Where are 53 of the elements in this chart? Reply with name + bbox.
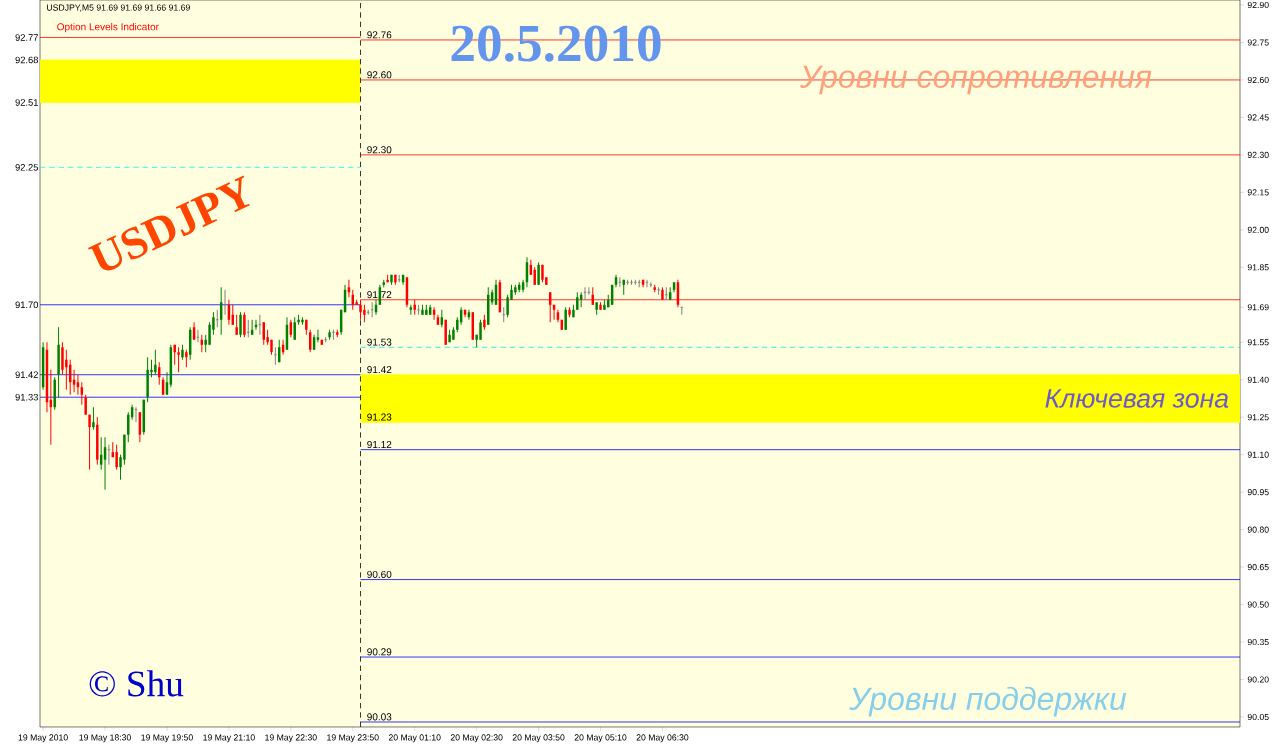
y-tick-label: 90.65 bbox=[1247, 564, 1269, 571]
y-tick-label: 91.69 bbox=[1247, 304, 1269, 311]
ref-line-label: 90.60 bbox=[367, 570, 392, 578]
x-tick-label: 19 May 22:30 bbox=[265, 734, 317, 743]
x-tick-label: 20 May 03:50 bbox=[512, 734, 565, 743]
ref-line-label: 91.42 bbox=[15, 371, 38, 379]
x-tick-label: 20 May 06:30 bbox=[636, 734, 689, 743]
y-tick-label: 90.80 bbox=[1247, 526, 1269, 533]
y-tick-label: 90.20 bbox=[1247, 676, 1269, 683]
y-tick-label: 92.75 bbox=[1247, 39, 1269, 46]
y-tick-label: 90.35 bbox=[1247, 638, 1269, 646]
y-tick-label: 91.40 bbox=[1247, 376, 1269, 383]
y-tick-label: 92.90 bbox=[1247, 1, 1269, 9]
y-tick-label: 91.10 bbox=[1247, 451, 1269, 458]
annotation: Option Levels Indicator bbox=[57, 22, 159, 33]
y-tick-label: 91.25 bbox=[1247, 414, 1269, 421]
x-tick-label: 20 May 01:10 bbox=[388, 734, 441, 743]
x-tick-label: 19 May 23:50 bbox=[327, 734, 379, 743]
ref-line-label: 91.53 bbox=[367, 338, 392, 346]
ref-line-label: 91.12 bbox=[367, 441, 392, 449]
ref-line-label: 91.23 bbox=[367, 413, 392, 421]
x-tick-label: 19 May 21:10 bbox=[203, 734, 255, 743]
annotation: Уровни поддержки bbox=[849, 686, 1127, 717]
x-tick-label: 19 May 19:50 bbox=[141, 734, 193, 743]
ref-line-label: 92.68 bbox=[15, 56, 39, 64]
ref-line-label: 92.25 bbox=[15, 164, 39, 171]
y-tick-label: 92.00 bbox=[1247, 226, 1269, 233]
ref-line-label: 90.03 bbox=[367, 713, 392, 721]
y-tick-label: 92.30 bbox=[1247, 151, 1269, 158]
x-tick-label: 20 May 05:10 bbox=[574, 734, 627, 743]
ref-line-label: 92.76 bbox=[367, 31, 392, 39]
y-tick-label: 92.45 bbox=[1247, 114, 1269, 121]
x-tick-label: 19 May 18:30 bbox=[79, 734, 131, 743]
band-label: Ключевая зона bbox=[1045, 389, 1229, 408]
annotation: © Shu bbox=[89, 670, 184, 697]
chart-title: USDJPY,M5 91.69 91.69 91.66 91.69 bbox=[47, 4, 190, 12]
ref-line-label: 92.51 bbox=[15, 99, 38, 106]
y-tick-label: 90.50 bbox=[1247, 601, 1269, 608]
ref-line-label: 92.30 bbox=[367, 146, 392, 154]
x-tick-label: 19 May 2010 bbox=[18, 734, 68, 743]
ref-line-label: 90.29 bbox=[367, 648, 392, 656]
ref-line-label: 91.33 bbox=[15, 393, 38, 401]
ref-line-label: 92.77 bbox=[15, 34, 38, 41]
ref-line-label: 91.70 bbox=[15, 301, 39, 309]
x-tick-label: 20 May 02:30 bbox=[450, 734, 503, 743]
y-tick-label: 90.95 bbox=[1247, 489, 1269, 496]
y-tick-label: 90.05 bbox=[1247, 713, 1269, 721]
y-tick-label: 91.85 bbox=[1247, 264, 1269, 271]
y-tick-label: 91.55 bbox=[1247, 339, 1269, 346]
y-tick-label: 92.60 bbox=[1247, 76, 1269, 83]
ref-line-label: 91.42 bbox=[367, 366, 392, 374]
y-tick-label: 92.15 bbox=[1247, 189, 1269, 196]
ref-line-label: 92.60 bbox=[367, 71, 392, 79]
